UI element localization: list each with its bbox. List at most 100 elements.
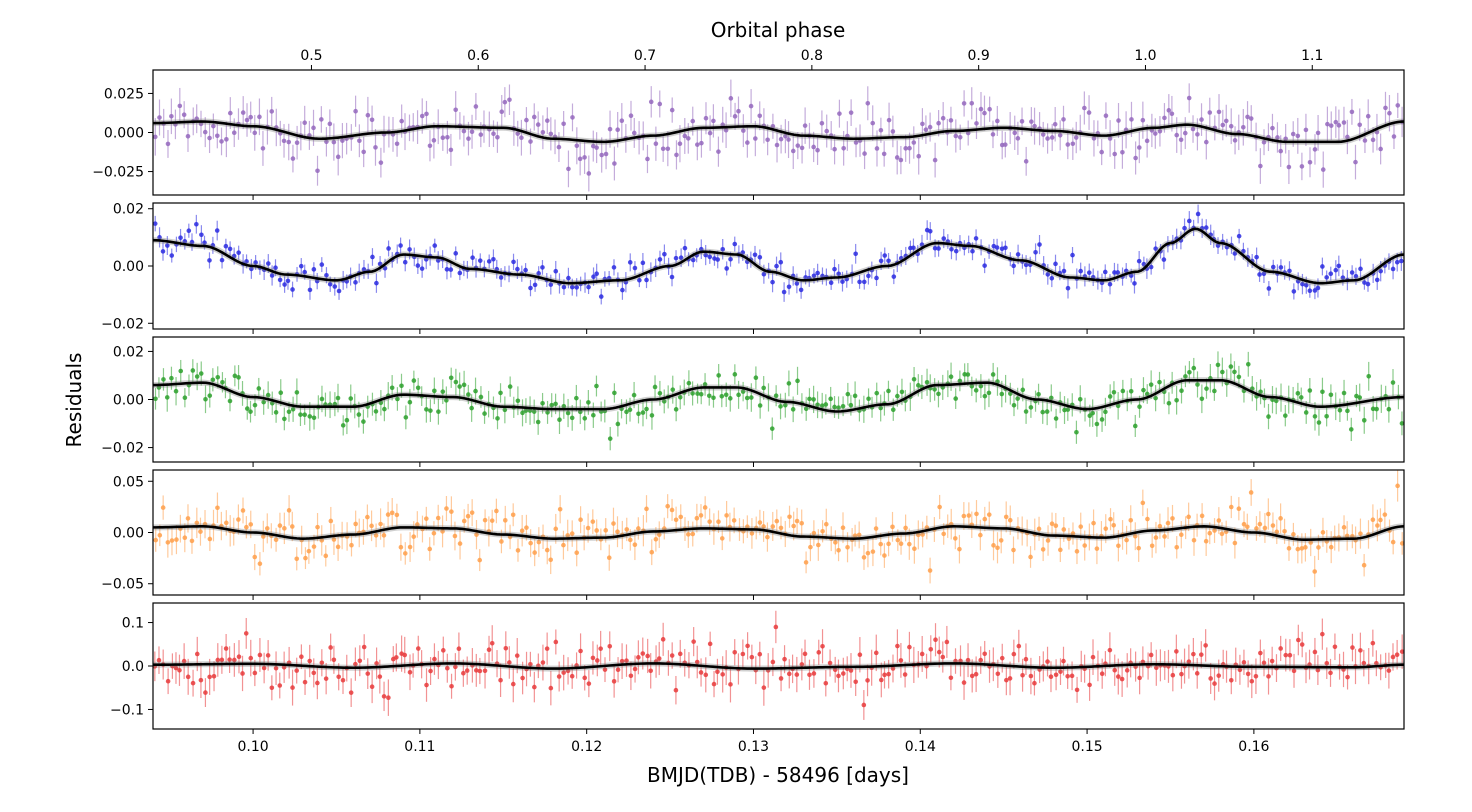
data-point <box>303 555 308 561</box>
panel-4: −0.05 0.00 0.05 <box>101 469 1405 600</box>
data-point <box>1052 121 1058 127</box>
data-point <box>665 146 671 152</box>
data-point <box>1144 138 1150 144</box>
data-point <box>194 374 200 379</box>
data-point <box>427 143 433 149</box>
x-tick-label: 0.14 <box>905 739 936 755</box>
phase-tick-label: 0.9 <box>968 48 990 64</box>
data-point <box>1328 392 1334 398</box>
data-point <box>553 401 558 407</box>
data-point <box>1186 514 1191 520</box>
data-point <box>1007 676 1013 681</box>
data-point <box>1370 640 1376 646</box>
data-point <box>1132 281 1137 286</box>
data-point <box>898 541 904 547</box>
data-point <box>1174 132 1180 138</box>
data-point <box>582 416 588 421</box>
data-point <box>1333 267 1339 273</box>
data-point <box>448 147 454 153</box>
data-point <box>719 393 725 399</box>
data-point <box>466 392 471 397</box>
data-point <box>402 551 408 556</box>
data-point <box>927 124 933 130</box>
data-point <box>745 643 750 649</box>
data-point <box>407 399 413 405</box>
data-point <box>377 261 383 267</box>
data-point <box>365 671 371 676</box>
data-point <box>678 514 684 520</box>
data-point <box>369 684 375 689</box>
data-point <box>757 520 763 525</box>
data-point <box>987 106 992 112</box>
panel-1-data <box>153 79 1404 192</box>
data-point <box>1082 543 1088 548</box>
data-point <box>157 115 162 120</box>
data-point <box>957 378 963 384</box>
data-point <box>895 537 901 543</box>
data-point <box>319 396 325 402</box>
data-point <box>566 275 571 281</box>
data-point <box>873 650 879 656</box>
data-point <box>323 553 329 559</box>
data-point <box>1065 285 1071 291</box>
data-point <box>1236 374 1242 380</box>
data-point <box>219 257 225 263</box>
data-point <box>344 417 350 423</box>
data-point <box>1386 406 1392 412</box>
data-point <box>223 646 229 651</box>
data-point <box>1065 407 1071 412</box>
data-point <box>327 281 333 287</box>
data-point <box>753 136 758 141</box>
data-point <box>1266 414 1271 419</box>
data-point <box>211 673 217 679</box>
data-point <box>202 129 208 135</box>
data-point <box>361 267 367 272</box>
data-point <box>1344 533 1350 539</box>
data-point <box>1111 523 1116 528</box>
panel-2: −0.02 0.00 0.02 <box>101 202 1405 334</box>
data-point <box>653 141 659 147</box>
y-tick-label: −0.02 <box>101 441 144 457</box>
data-point <box>1366 373 1372 379</box>
data-point <box>178 235 183 241</box>
data-point <box>394 655 399 660</box>
data-point <box>853 251 858 257</box>
data-point <box>1128 388 1134 394</box>
data-point <box>398 243 403 248</box>
data-point <box>1032 680 1037 686</box>
data-point <box>535 122 541 127</box>
data-point <box>269 273 275 278</box>
data-point <box>1278 265 1284 270</box>
data-point <box>1383 105 1388 111</box>
data-point <box>1179 388 1184 393</box>
data-point <box>1399 649 1404 654</box>
data-point <box>1074 429 1079 435</box>
data-point <box>1033 249 1038 255</box>
data-point <box>591 274 596 280</box>
data-point <box>844 276 850 282</box>
data-point <box>307 414 313 419</box>
data-point <box>832 266 837 272</box>
data-point <box>586 400 591 405</box>
data-point <box>515 266 520 272</box>
data-point <box>307 658 313 664</box>
data-point <box>670 387 676 392</box>
data-point <box>823 402 829 407</box>
data-point <box>936 391 941 397</box>
data-point <box>1153 246 1158 251</box>
data-point <box>819 120 825 126</box>
data-point <box>861 279 867 285</box>
data-point <box>528 139 533 144</box>
data-point <box>569 415 575 421</box>
data-point <box>1312 147 1318 152</box>
data-point <box>477 557 483 563</box>
data-point <box>982 110 987 116</box>
data-point <box>973 388 979 393</box>
data-point <box>311 544 317 549</box>
data-point <box>890 524 895 530</box>
data-point <box>1241 248 1246 254</box>
data-point <box>1040 409 1046 415</box>
data-point <box>916 532 921 538</box>
data-point <box>510 512 516 518</box>
data-point <box>281 138 287 144</box>
